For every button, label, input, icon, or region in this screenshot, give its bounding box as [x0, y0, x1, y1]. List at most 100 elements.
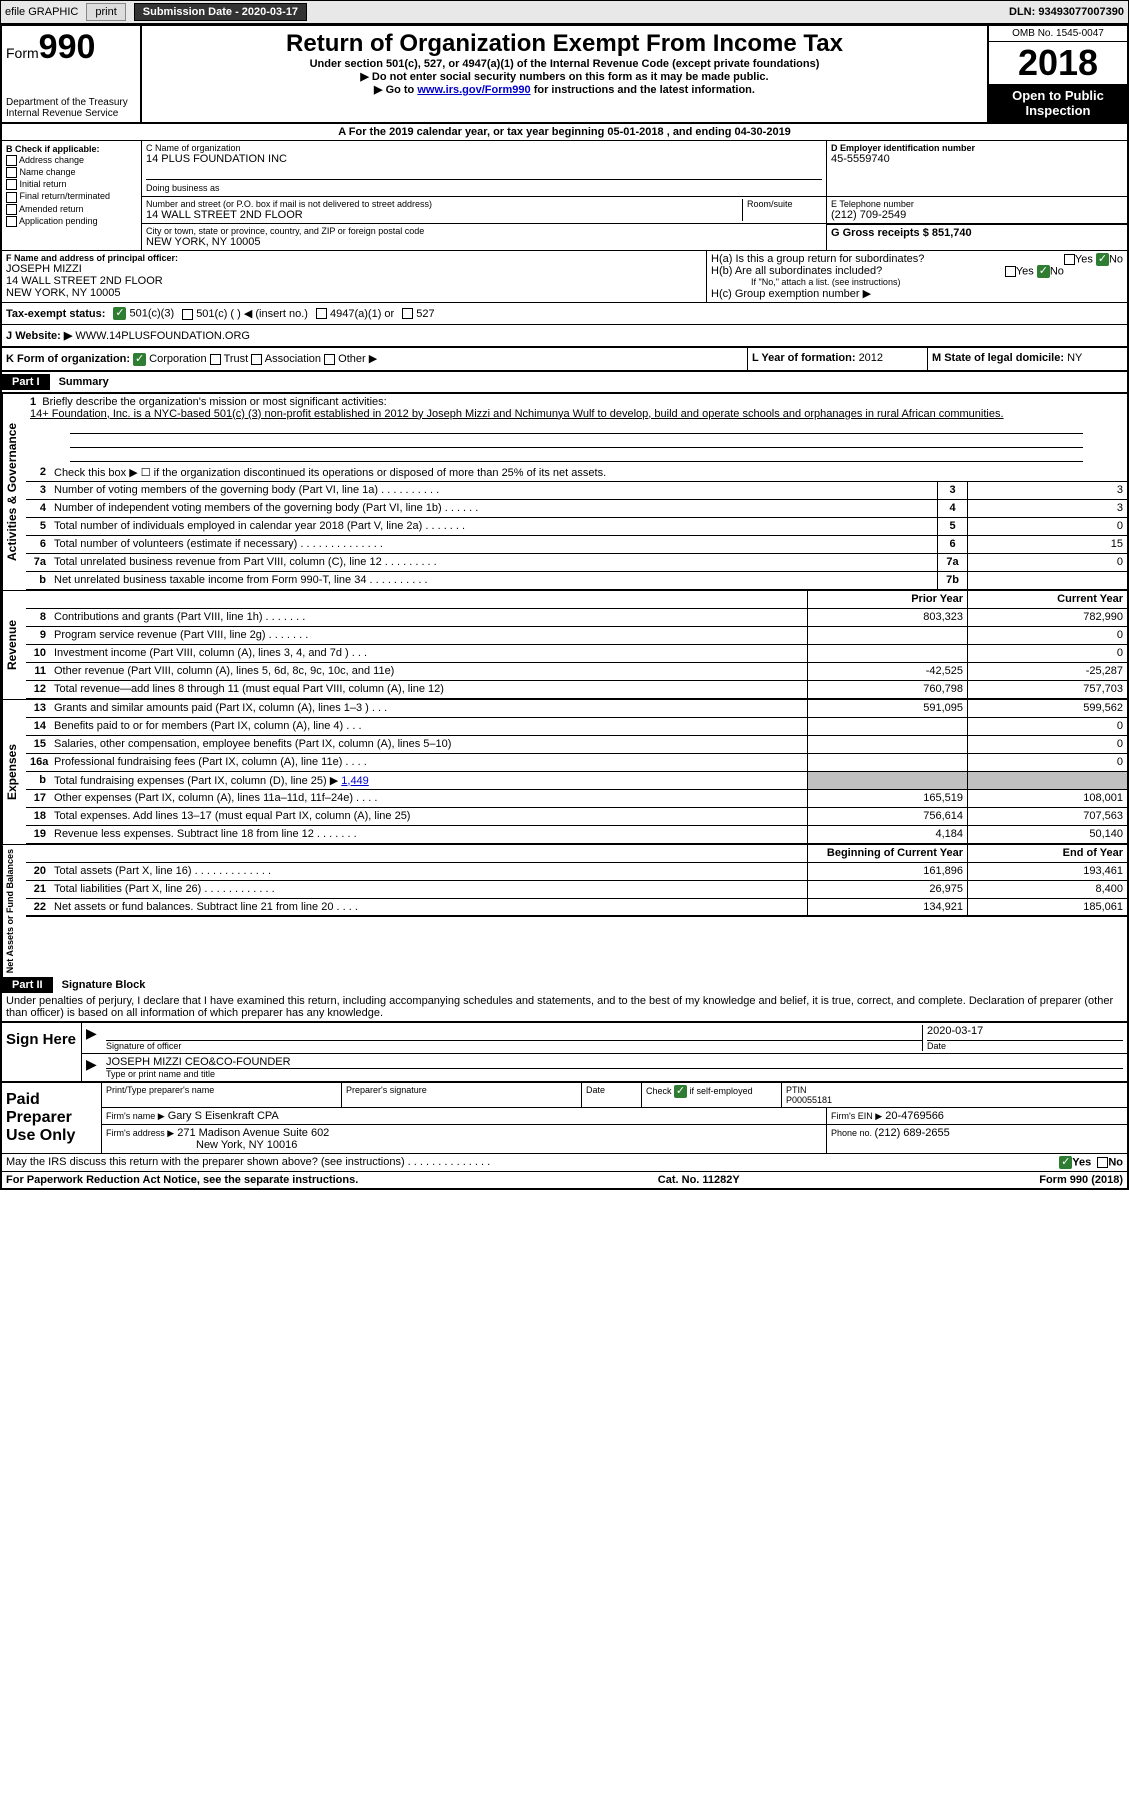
- ha-label: H(a) Is this a group return for subordin…: [711, 253, 924, 265]
- mission-text: 14+ Foundation, Inc. is a NYC-based 501(…: [30, 408, 1004, 420]
- prior-year-hdr: Prior Year: [807, 591, 967, 608]
- chk-4947[interactable]: 4947(a)(1) or: [316, 308, 394, 320]
- paid-preparer-label: Paid Preparer Use Only: [2, 1083, 102, 1153]
- paid-preparer-block: Paid Preparer Use Only Print/Type prepar…: [2, 1082, 1127, 1153]
- k-label: K Form of organization:: [6, 353, 130, 365]
- chk-amended[interactable]: Amended return: [6, 204, 137, 215]
- subtitle-1: Under section 501(c), 527, or 4947(a)(1)…: [146, 58, 983, 70]
- calendar-year-line: A For the 2019 calendar year, or tax yea…: [2, 124, 1127, 141]
- chk-assoc[interactable]: Association: [251, 353, 321, 365]
- revenue-section: Revenue Prior Year Current Year 8Contrib…: [2, 590, 1127, 699]
- hc-label: H(c) Group exemption number ▶: [711, 287, 1123, 300]
- check-hdr: B Check if applicable:: [6, 144, 100, 154]
- open-public-badge: Open to Public Inspection: [989, 84, 1127, 122]
- discuss-no-chk[interactable]: [1097, 1157, 1108, 1168]
- chk-501c3[interactable]: ✓ 501(c)(3): [113, 307, 174, 320]
- website-row: J Website: ▶ WWW.14PLUSFOUNDATION.ORG: [2, 325, 1127, 348]
- chk-corp[interactable]: ✓ Corporation: [133, 353, 207, 365]
- net-header: Beginning of Current Year End of Year: [26, 845, 1127, 863]
- print-name-label: Print/Type preparer's name: [102, 1083, 342, 1107]
- ptin-label: PTIN: [786, 1085, 1123, 1095]
- e-label: E Telephone number: [831, 199, 1123, 209]
- signature-block: Sign Here ▶ Signature of officer 2020-03…: [2, 1021, 1127, 1082]
- dba-label: Doing business as: [146, 183, 220, 193]
- sign-name: JOSEPH MIZZI CEO&CO-FOUNDER: [106, 1056, 1123, 1069]
- form-header: Form990 Department of the Treasury Inter…: [2, 26, 1127, 124]
- phone-value: (212) 709-2549: [831, 209, 1123, 221]
- sub3-pre: ▶ Go to: [374, 84, 417, 96]
- ptin-cell: PTIN P00055181: [782, 1083, 1127, 1107]
- chk-name[interactable]: Name change: [6, 167, 137, 178]
- self-emp-cell: Check ✓ if self-employed: [642, 1083, 782, 1107]
- boy-hdr: Beginning of Current Year: [807, 845, 967, 862]
- chk-527[interactable]: 527: [402, 308, 434, 320]
- section-b-to-g: B Check if applicable: Address change Na…: [2, 141, 1127, 251]
- ha-no: No: [1109, 253, 1123, 265]
- chk-pending[interactable]: Application pending: [6, 216, 137, 227]
- room-label: Room/suite: [747, 199, 822, 209]
- ein-cell: D Employer identification number 45-5559…: [827, 141, 1127, 196]
- discuss-text: May the IRS discuss this return with the…: [6, 1156, 490, 1169]
- chk-final[interactable]: Final return/terminated: [6, 191, 137, 202]
- m-label: M State of legal domicile:: [932, 352, 1067, 364]
- firm-name-cell: Firm's name ▶ Gary S Eisenkraft CPA: [102, 1108, 827, 1124]
- tax-year: 2018: [989, 42, 1127, 84]
- part1-header: Part I Summary: [2, 372, 1127, 393]
- line-1: 1 Briefly describe the organization's mi…: [26, 394, 1127, 464]
- chk-501c[interactable]: 501(c) ( ) ◀ (insert no.): [182, 307, 308, 320]
- header-right: OMB No. 1545-0047 2018 Open to Public In…: [987, 26, 1127, 122]
- vert-expenses: Expenses: [2, 700, 26, 844]
- form-990-num: 990: [39, 28, 96, 66]
- chk-address[interactable]: Address change: [6, 155, 137, 166]
- line-13: 13Grants and similar amounts paid (Part …: [26, 700, 1127, 718]
- line-22: 22Net assets or fund balances. Subtract …: [26, 899, 1127, 917]
- line-7a: 7aTotal unrelated business revenue from …: [26, 554, 1127, 572]
- print-button[interactable]: print: [86, 3, 125, 21]
- city-cell: City or town, state or province, country…: [142, 224, 827, 250]
- irs-link[interactable]: www.irs.gov/Form990: [417, 84, 530, 96]
- header-left: Form990 Department of the Treasury Inter…: [2, 26, 142, 122]
- ein-value: 45-5559740: [831, 153, 1123, 165]
- form-prefix: Form: [6, 45, 39, 61]
- j-label: J: [6, 330, 12, 342]
- discuss-yes-chk[interactable]: ✓: [1059, 1156, 1072, 1169]
- line-10: 10Investment income (Part VIII, column (…: [26, 645, 1127, 663]
- g-value: 851,740: [932, 227, 972, 239]
- m-state: M State of legal domicile: NY: [927, 348, 1127, 370]
- net-assets-section: Net Assets or Fund Balances Beginning of…: [2, 844, 1127, 977]
- l-value: 2012: [859, 352, 883, 364]
- chk-trust[interactable]: Trust: [210, 353, 249, 365]
- l16b-pre: Total fundraising expenses (Part IX, col…: [54, 775, 338, 787]
- dept-treasury: Department of the Treasury Internal Reve…: [6, 97, 136, 119]
- header-mid: Return of Organization Exempt From Incom…: [142, 26, 987, 122]
- f-label: F Name and address of principal officer:: [6, 253, 178, 263]
- discuss-row: May the IRS discuss this return with the…: [2, 1153, 1127, 1171]
- firm-phone-label: Phone no.: [831, 1128, 875, 1138]
- officer-h-row: F Name and address of principal officer:…: [2, 251, 1127, 303]
- chk-other[interactable]: Other ▶: [324, 353, 377, 365]
- line-21: 21Total liabilities (Part X, line 26) . …: [26, 881, 1127, 899]
- sign-date: 2020-03-17: [927, 1025, 1123, 1041]
- footer-form: Form 990 (2018): [1039, 1174, 1123, 1186]
- firm-addr-label: Firm's address ▶: [106, 1128, 174, 1138]
- sign-date-label: Date: [927, 1041, 1123, 1051]
- line-4: 4Number of independent voting members of…: [26, 500, 1127, 518]
- line-7b: bNet unrelated business taxable income f…: [26, 572, 1127, 590]
- l16b-link[interactable]: 1,449: [341, 775, 369, 787]
- submission-date: Submission Date - 2020-03-17: [134, 3, 307, 21]
- officer-sig-row: ▶ Signature of officer 2020-03-17 Date: [82, 1023, 1127, 1054]
- m-value: NY: [1067, 352, 1082, 364]
- sign-name-label: Type or print name and title: [106, 1069, 1123, 1079]
- curr-year-hdr: Current Year: [967, 591, 1127, 608]
- chk-initial[interactable]: Initial return: [6, 179, 137, 190]
- rev-header: Prior Year Current Year: [26, 591, 1127, 609]
- line-2: 2Check this box ▶ ☐ if the organization …: [26, 464, 1127, 482]
- k-row: K Form of organization: ✓ Corporation Tr…: [2, 348, 1127, 372]
- officer-name: JOSEPH MIZZI: [6, 263, 702, 275]
- topbar: efile GRAPHIC print Submission Date - 20…: [0, 0, 1129, 24]
- eoy-hdr: End of Year: [967, 845, 1127, 862]
- officer-addr2: NEW YORK, NY 10005: [6, 287, 702, 299]
- line-20: 20Total assets (Part X, line 16) . . . .…: [26, 863, 1127, 881]
- preparer-sig-label: Preparer's signature: [342, 1083, 582, 1107]
- ptin-value: P00055181: [786, 1095, 1123, 1105]
